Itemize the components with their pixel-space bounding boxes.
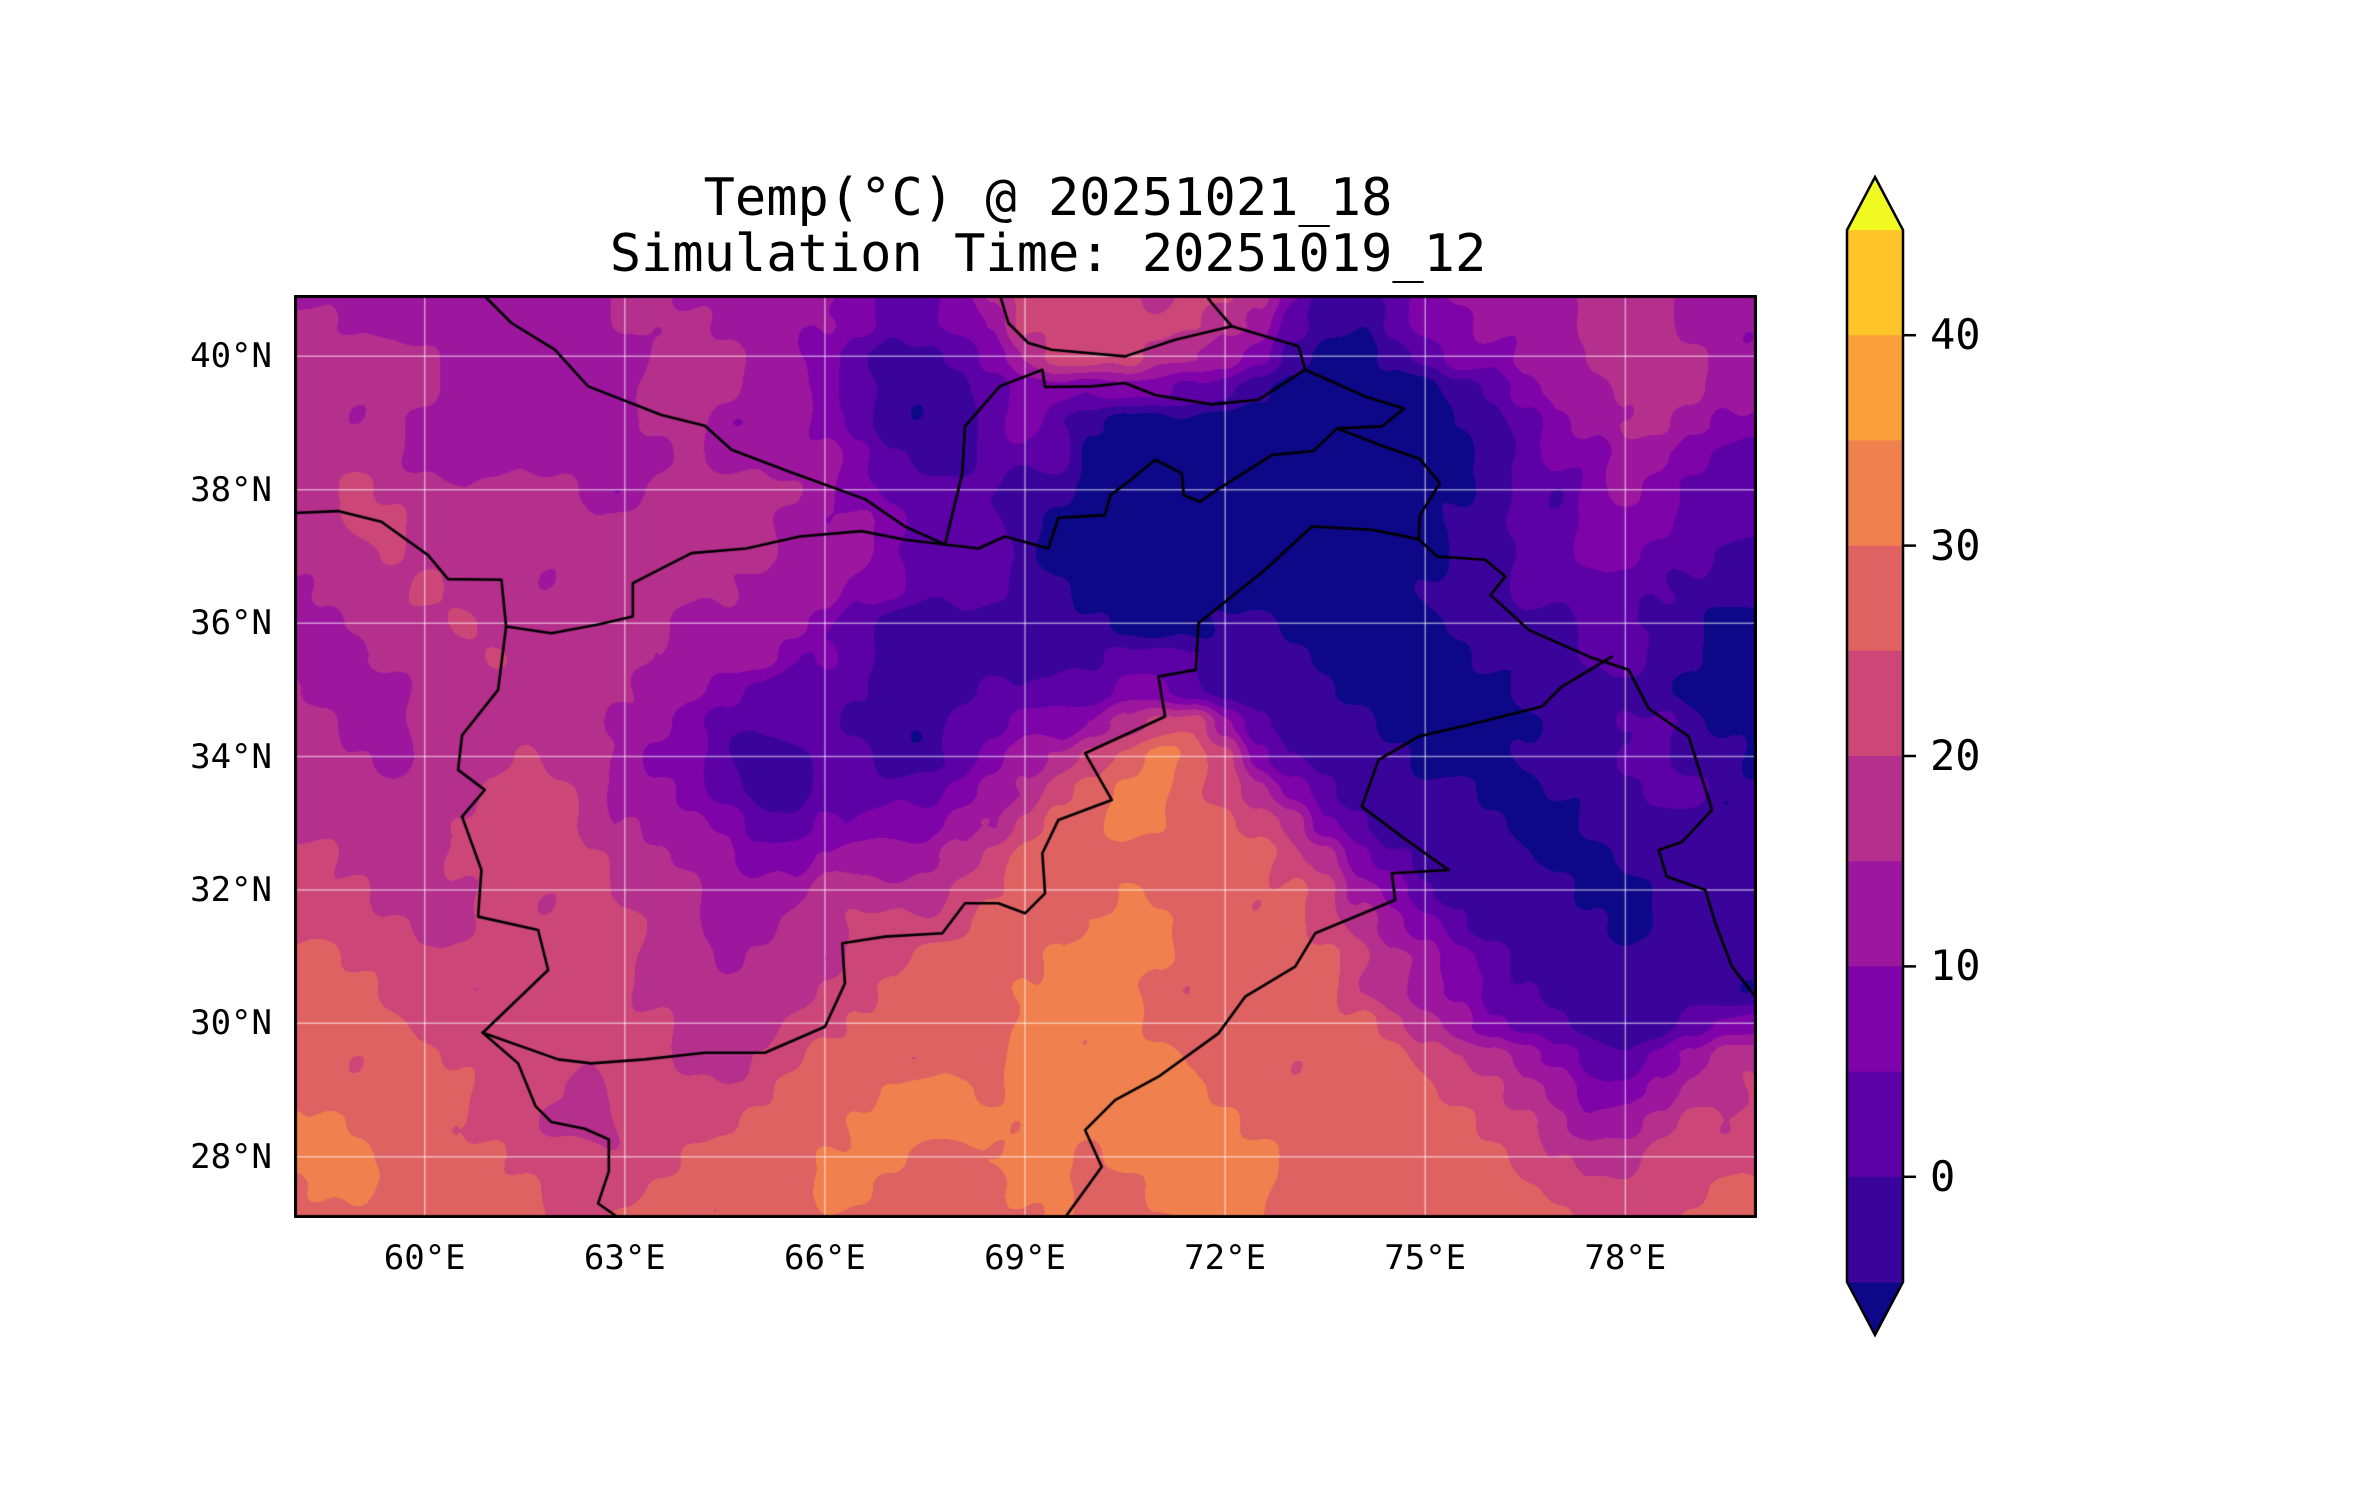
colorbar-band [1847,1071,1903,1178]
colorbar-band [1847,545,1903,652]
y-tick-label-36: 36°N [190,603,272,644]
colorbar-tick-label-40: 40 [1930,310,1981,360]
x-tick-label-63: 63°E [583,1238,666,1278]
colorbar-band [1847,335,1903,441]
y-tick-label-32: 32°N [190,869,272,910]
colorbar-band [1847,650,1903,757]
colorbar [1845,174,1916,1338]
x-tick-label-72: 72°E [1184,1238,1267,1278]
colorbar-band [1847,861,1903,967]
temperature-map-canvas [294,295,1757,1218]
x-tick-label-69: 69°E [984,1238,1066,1278]
colorbar-tick-label-30: 30 [1930,520,1981,570]
colorbar-outline [1845,174,1905,1338]
chart-subtitle: Simulation Time: 20251019_12 [609,224,1487,284]
y-tick-label-40: 40°N [190,336,272,377]
colorbar-band [1847,756,1903,862]
colorbar-tick-label-20: 20 [1930,731,1981,780]
colorbar-tick-label-10: 10 [1930,941,1981,991]
x-tick-label-60: 60°E [383,1238,466,1278]
y-tick-label-34: 34°N [190,736,272,777]
chart-title: Temp(°C) @ 20251021_18 [703,168,1393,228]
colorbar-tick-label-0: 0 [1930,1151,1956,1201]
colorbar-band [1847,966,1903,1073]
colorbar-band [1847,230,1903,336]
colorbar-band [1847,440,1903,547]
colorbar-extend-arrow [1847,1282,1903,1335]
colorbar-extend-arrow [1847,177,1903,230]
colorbar-band [1847,1176,1903,1283]
x-tick-label-78: 78°E [1584,1238,1667,1278]
y-tick-label-30: 30°N [190,1003,272,1044]
y-tick-label-38: 38°N [190,469,272,510]
x-tick-label-75: 75°E [1384,1238,1467,1278]
y-tick-label-28: 28°N [190,1136,272,1177]
x-tick-label-66: 66°E [783,1238,866,1278]
